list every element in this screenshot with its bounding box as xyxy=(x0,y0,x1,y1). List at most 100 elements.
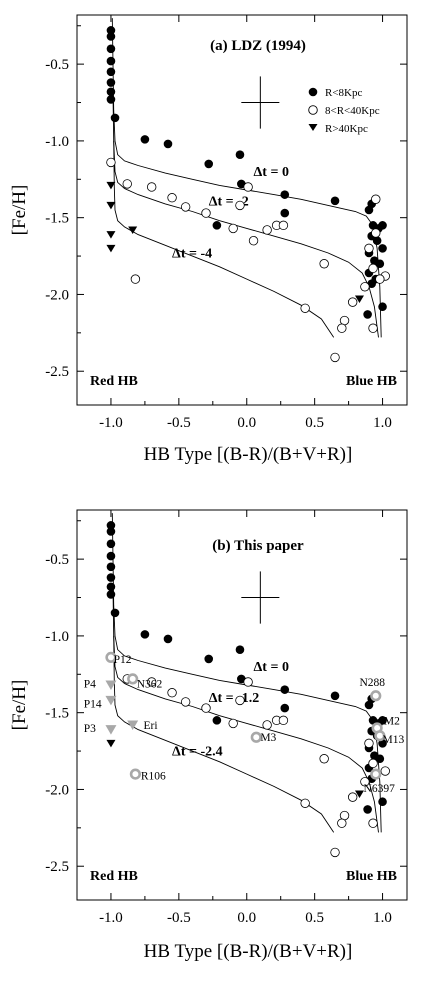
x-tick-label: 1.0 xyxy=(373,415,392,431)
data-point-filled-circle xyxy=(367,279,376,289)
y-tick-label: -1.0 xyxy=(45,134,69,150)
x-tick-label: -0.5 xyxy=(167,415,191,431)
cluster-label: P4 xyxy=(84,679,96,691)
data-point-filled-triangle xyxy=(354,790,364,799)
data-point-open-circle xyxy=(146,182,157,192)
model-curve xyxy=(111,513,382,833)
data-point-filled-circle xyxy=(106,67,116,77)
data-point-filled-circle xyxy=(106,590,116,599)
data-point-open-circle xyxy=(146,677,157,687)
data-point-open-circle xyxy=(243,182,253,192)
data-point-filled-circle xyxy=(375,754,385,764)
data-point-open-circle xyxy=(300,798,310,808)
data-point-open-circle xyxy=(235,695,245,706)
data-point-open-circle xyxy=(228,223,238,234)
data-point-open-circle xyxy=(167,688,177,698)
data-point-gray-circle xyxy=(129,768,141,780)
data-point-open-circle xyxy=(368,758,378,769)
data-point-filled-circle xyxy=(106,573,116,582)
data-point-filled-circle xyxy=(110,608,120,618)
y-tick-label: -2.5 xyxy=(45,364,69,380)
model-curve xyxy=(113,140,335,338)
legend-label: R>40Kpc xyxy=(325,123,368,135)
data-point-open-circle xyxy=(337,818,347,828)
data-point-filled-circle xyxy=(378,302,387,312)
data-point-filled-circle xyxy=(106,26,116,35)
curve-label: Δt = -2.4 xyxy=(172,745,223,760)
y-tick-label: -2.0 xyxy=(45,782,69,798)
data-point-filled-circle xyxy=(140,630,150,639)
data-point-filled-circle xyxy=(106,562,116,572)
data-point-gray-circle xyxy=(250,731,262,743)
cluster-label: N6397 xyxy=(364,783,396,795)
data-point-filled-circle xyxy=(204,159,214,169)
plot-frame-a xyxy=(76,14,408,406)
data-point-open-circle xyxy=(278,715,289,726)
data-point-open-circle xyxy=(368,263,378,274)
x-axis-title-b: HB Type [(B-R)/(B+V+R)] xyxy=(144,941,353,962)
data-point-filled-circle xyxy=(212,221,222,230)
data-point-open-circle xyxy=(330,352,340,363)
data-point-filled-circle xyxy=(280,685,290,694)
data-point-filled-circle xyxy=(378,716,387,725)
y-tick-label: -0.5 xyxy=(45,57,69,73)
y-tick-label: -2.5 xyxy=(45,859,69,875)
data-point-open-circle xyxy=(380,766,390,776)
cluster-label: M3 xyxy=(260,732,276,744)
cluster-label: M2 xyxy=(384,715,400,727)
data-point-open-circle xyxy=(130,274,141,284)
cluster-label: Eri xyxy=(144,720,158,732)
legend-label: R<8Kpc xyxy=(325,87,362,99)
data-point-filled-triangle xyxy=(106,244,116,253)
data-point-filled-triangle xyxy=(106,231,116,239)
data-point-filled-circle xyxy=(372,236,382,246)
data-point-filled-circle xyxy=(106,582,116,592)
data-point-open-circle xyxy=(368,323,378,333)
data-point-open-circle xyxy=(300,303,310,313)
data-point-open-circle xyxy=(122,179,132,189)
data-point-filled-circle xyxy=(163,634,173,644)
x-tick-label: -0.5 xyxy=(167,910,191,926)
data-point-filled-circle xyxy=(106,551,116,561)
data-point-open-circle xyxy=(319,754,329,764)
panel-b: (b) This paper [Fe/H] HB Type [(B-R)/(B+… xyxy=(9,509,408,962)
y-tick-label: -2.0 xyxy=(45,287,69,303)
data-point-filled-triangle xyxy=(106,201,116,210)
plot-frame-b xyxy=(76,509,408,901)
data-point-open-circle xyxy=(201,703,211,713)
data-point-filled-circle xyxy=(110,113,120,123)
data-point-open-circle xyxy=(364,243,374,254)
data-point-gray-circle xyxy=(127,673,139,685)
data-point-open-circle xyxy=(262,225,272,235)
data-point-open-circle xyxy=(337,323,347,333)
x-tick-label: -1.0 xyxy=(99,910,123,926)
x-tick-label: 1.0 xyxy=(373,910,392,926)
data-point-filled-circle xyxy=(212,716,222,725)
data-point-filled-circle xyxy=(106,521,116,530)
model-curve xyxy=(111,18,382,338)
data-point-gray-triangle xyxy=(105,725,117,735)
y-axis-title-b: [Fe/H] xyxy=(9,680,30,731)
data-point-filled-circle xyxy=(106,539,116,549)
data-point-filled-circle xyxy=(363,310,372,319)
data-point-open-circle xyxy=(180,202,191,212)
cluster-label: N362 xyxy=(137,679,163,691)
data-point-open-circle xyxy=(106,157,116,168)
legend-marker-filled-triangle xyxy=(308,124,318,131)
data-point-filled-circle xyxy=(235,645,245,655)
data-point-filled-circle xyxy=(280,703,290,713)
x-tick-label: 0.5 xyxy=(305,910,324,926)
data-point-gray-triangle xyxy=(105,680,117,691)
data-point-filled-circle xyxy=(280,208,290,218)
y-tick-label: -1.5 xyxy=(45,211,69,227)
data-point-open-circle xyxy=(248,236,259,246)
cluster-label: P12 xyxy=(114,654,132,666)
data-point-open-circle xyxy=(360,282,370,292)
y-tick-label: -0.5 xyxy=(45,552,69,568)
data-point-gray-circle xyxy=(105,651,117,664)
legend-marker-filled-circle xyxy=(308,87,318,97)
data-point-filled-triangle xyxy=(128,226,138,234)
data-point-filled-circle xyxy=(106,56,116,66)
curve-label: Δt = -4 xyxy=(172,247,212,262)
